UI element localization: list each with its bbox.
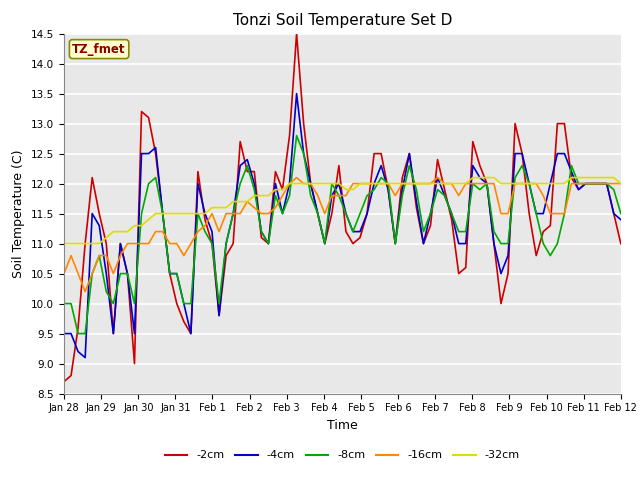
Legend: -2cm, -4cm, -8cm, -16cm, -32cm: -2cm, -4cm, -8cm, -16cm, -32cm: [161, 446, 524, 465]
X-axis label: Time: Time: [327, 419, 358, 432]
Title: Tonzi Soil Temperature Set D: Tonzi Soil Temperature Set D: [233, 13, 452, 28]
Y-axis label: Soil Temperature (C): Soil Temperature (C): [12, 149, 26, 278]
Text: TZ_fmet: TZ_fmet: [72, 43, 126, 56]
